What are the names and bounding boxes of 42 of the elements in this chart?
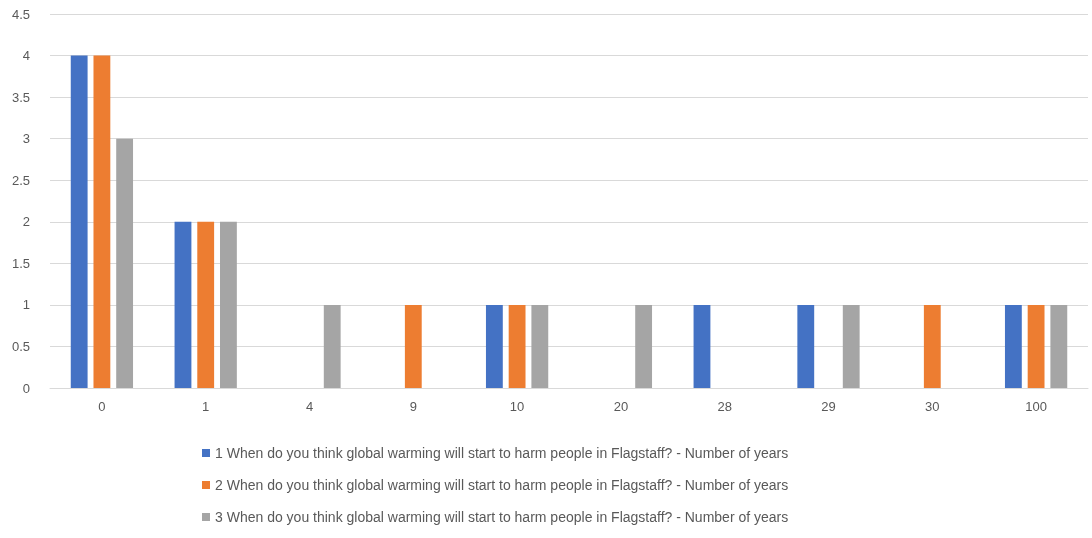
bar xyxy=(116,138,134,388)
x-tick-label: 4 xyxy=(305,399,314,414)
x-tick-label: 28 xyxy=(717,399,732,414)
x-tick-label: 100 xyxy=(1025,399,1047,414)
y-tick-label: 1.5 xyxy=(11,255,30,271)
bar xyxy=(174,221,192,388)
legend-label: 3 When do you think global warming will start to harm people in Flagstaff? - Number of years xyxy=(215,509,789,525)
y-tick-label: 0 xyxy=(22,380,30,396)
y-tick-label: 1 xyxy=(22,297,30,313)
x-tick-label: 30 xyxy=(925,399,940,414)
x-tick-label: 10 xyxy=(509,399,525,414)
x-tick-label: 9 xyxy=(409,399,417,414)
bar xyxy=(842,304,860,388)
bar xyxy=(323,304,341,388)
bar xyxy=(693,304,711,388)
bar xyxy=(93,55,111,388)
y-tick-label: 2.5 xyxy=(11,172,30,188)
legend-label: 2 When do you think global warming will start to harm people in Flagstaff? - Number of years xyxy=(215,477,789,493)
y-tick-label: 2 xyxy=(22,214,30,230)
bar xyxy=(1050,304,1068,388)
x-tick-label: 29 xyxy=(821,399,836,414)
y-tick-label: 3 xyxy=(22,131,30,147)
x-tick-label: 20 xyxy=(613,399,629,414)
bar xyxy=(1004,304,1022,388)
x-tick-label: 1 xyxy=(202,399,210,414)
y-tick-label: 0.5 xyxy=(11,338,30,354)
legend-label: 1 When do you think global warming will start to harm people in Flagstaff? - Number of years xyxy=(215,445,789,461)
bar xyxy=(485,304,503,388)
bar xyxy=(197,221,215,388)
x-tick-label: 0 xyxy=(98,399,106,414)
bar xyxy=(220,221,237,388)
bar xyxy=(635,304,653,388)
bar xyxy=(1027,304,1045,388)
bar xyxy=(531,304,549,388)
y-tick-label: 3.5 xyxy=(11,89,30,105)
y-tick-label: 4.5 xyxy=(11,6,30,22)
y-tick-label: 4 xyxy=(22,48,30,64)
bar xyxy=(797,304,815,388)
bar xyxy=(508,304,526,388)
bar xyxy=(404,304,422,388)
bar xyxy=(923,304,941,388)
bar xyxy=(70,55,88,388)
